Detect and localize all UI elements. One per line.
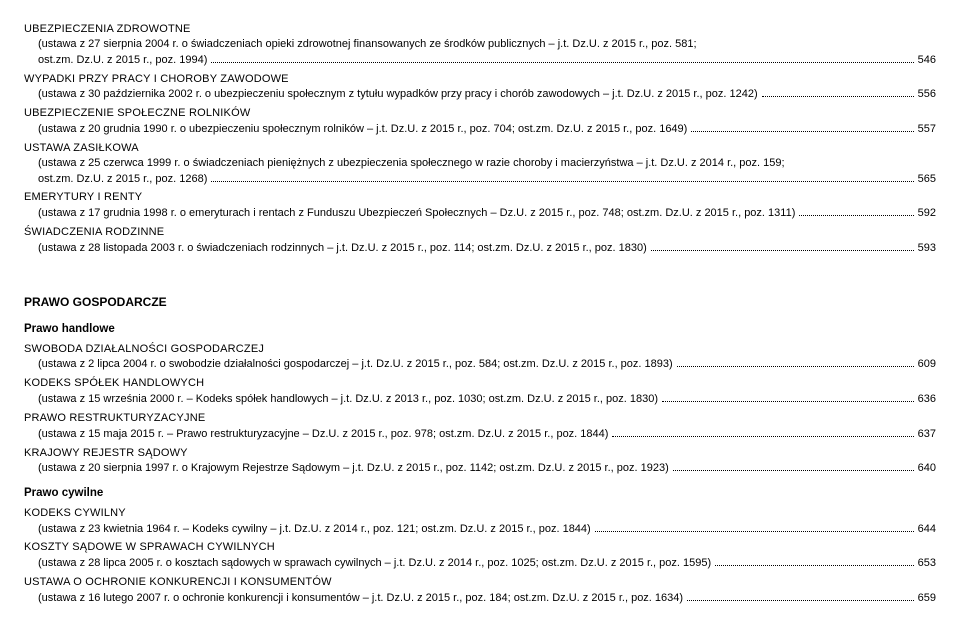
dot-leader [715, 565, 913, 566]
toc-entry: (ustawa z 20 sierpnia 1997 r. o Krajowym… [24, 461, 936, 476]
toc-heading: UBEZPIECZENIE SPOŁECZNE ROLNIKÓW [24, 106, 936, 121]
subsection-title: Prawo cywilne [24, 486, 936, 502]
toc-entry-text: (ustawa z 15 maja 2015 r. – Prawo restru… [24, 427, 608, 442]
toc-page-number: 546 [918, 53, 936, 68]
toc-entry-text: ost.zm. Dz.U. z 2015 r., poz. 1994) [24, 53, 207, 68]
toc-entry: (ustawa z 30 października 2002 r. o ubez… [24, 87, 936, 102]
toc-entry-text: (ustawa z 20 grudnia 1990 r. o ubezpiecz… [24, 122, 687, 137]
toc-entry: (ustawa z 28 listopada 2003 r. o świadcz… [24, 241, 936, 256]
toc-page-number: 659 [918, 591, 936, 606]
toc-entry: (ustawa z 15 maja 2015 r. – Prawo restru… [24, 427, 936, 442]
toc-entry: (ustawa z 15 września 2000 r. – Kodeks s… [24, 392, 936, 407]
table-of-contents: UBEZPIECZENIA ZDROWOTNE(ustawa z 27 sier… [24, 22, 936, 606]
dot-leader [677, 366, 914, 367]
toc-entry: (ustawa z 28 lipca 2005 r. o kosztach są… [24, 556, 936, 571]
toc-heading: ŚWIADCZENIA RODZINNE [24, 225, 936, 240]
toc-entry: ost.zm. Dz.U. z 2015 r., poz. 1268) 565 [24, 172, 936, 187]
toc-heading: KODEKS SPÓŁEK HANDLOWYCH [24, 376, 936, 391]
toc-entry: (ustawa z 16 lutego 2007 r. o ochronie k… [24, 591, 936, 606]
toc-page-number: 557 [918, 122, 936, 137]
toc-entry: (ustawa z 2 lipca 2004 r. o swobodzie dz… [24, 357, 936, 372]
toc-page-number: 637 [918, 427, 936, 442]
toc-detail-line: (ustawa z 27 sierpnia 2004 r. o świadcze… [24, 37, 936, 52]
toc-heading: KRAJOWY REJESTR SĄDOWY [24, 446, 936, 461]
toc-page-number: 556 [918, 87, 936, 102]
toc-entry-text: (ustawa z 15 września 2000 r. – Kodeks s… [24, 392, 658, 407]
subsection-title: Prawo handlowe [24, 322, 936, 338]
toc-entry-text: (ustawa z 2 lipca 2004 r. o swobodzie dz… [24, 357, 673, 372]
toc-entry-text: ost.zm. Dz.U. z 2015 r., poz. 1268) [24, 172, 207, 187]
toc-heading: PRAWO RESTRUKTURYZACYJNE [24, 411, 936, 426]
dot-leader [673, 470, 914, 471]
toc-page-number: 609 [918, 357, 936, 372]
dot-leader [799, 215, 913, 216]
toc-page-number: 653 [918, 556, 936, 571]
toc-detail-line: (ustawa z 25 czerwca 1999 r. o świadczen… [24, 156, 936, 171]
toc-heading: SWOBODA DZIAŁALNOŚCI GOSPODARCZEJ [24, 342, 936, 357]
dot-leader [762, 96, 914, 97]
toc-entry: (ustawa z 20 grudnia 1990 r. o ubezpiecz… [24, 122, 936, 137]
toc-heading: KODEKS CYWILNY [24, 506, 936, 521]
section-title: PRAWO GOSPODARCZE [24, 294, 936, 310]
toc-page-number: 636 [918, 392, 936, 407]
dot-leader [211, 62, 913, 63]
toc-entry-text: (ustawa z 28 lipca 2005 r. o kosztach są… [24, 556, 711, 571]
toc-entry: (ustawa z 23 kwietnia 1964 r. – Kodeks c… [24, 522, 936, 537]
toc-entry-text: (ustawa z 30 października 2002 r. o ubez… [24, 87, 758, 102]
toc-page-number: 640 [918, 461, 936, 476]
toc-entry-text: (ustawa z 16 lutego 2007 r. o ochronie k… [24, 591, 683, 606]
toc-entry: (ustawa z 17 grudnia 1998 r. o emerytura… [24, 206, 936, 221]
toc-heading: USTAWA ZASIŁKOWA [24, 141, 936, 156]
toc-entry-text: (ustawa z 23 kwietnia 1964 r. – Kodeks c… [24, 522, 591, 537]
toc-entry-text: (ustawa z 28 listopada 2003 r. o świadcz… [24, 241, 647, 256]
toc-heading: USTAWA O OCHRONIE KONKURENCJI I KONSUMEN… [24, 575, 936, 590]
dot-leader [612, 436, 913, 437]
toc-page-number: 644 [918, 522, 936, 537]
dot-leader [662, 401, 914, 402]
dot-leader [651, 250, 914, 251]
toc-heading: UBEZPIECZENIA ZDROWOTNE [24, 22, 936, 37]
toc-page-number: 593 [918, 241, 936, 256]
toc-entry: ost.zm. Dz.U. z 2015 r., poz. 1994) 546 [24, 53, 936, 68]
dot-leader [691, 131, 913, 132]
toc-heading: EMERYTURY I RENTY [24, 190, 936, 205]
toc-page-number: 565 [918, 172, 936, 187]
toc-page-number: 592 [918, 206, 936, 221]
dot-leader [687, 600, 914, 601]
dot-leader [595, 531, 914, 532]
toc-heading: KOSZTY SĄDOWE W SPRAWACH CYWILNYCH [24, 540, 936, 555]
toc-entry-text: (ustawa z 17 grudnia 1998 r. o emerytura… [24, 206, 795, 221]
toc-entry-text: (ustawa z 20 sierpnia 1997 r. o Krajowym… [24, 461, 669, 476]
dot-leader [211, 181, 913, 182]
toc-heading: WYPADKI PRZY PRACY I CHOROBY ZAWODOWE [24, 72, 936, 87]
